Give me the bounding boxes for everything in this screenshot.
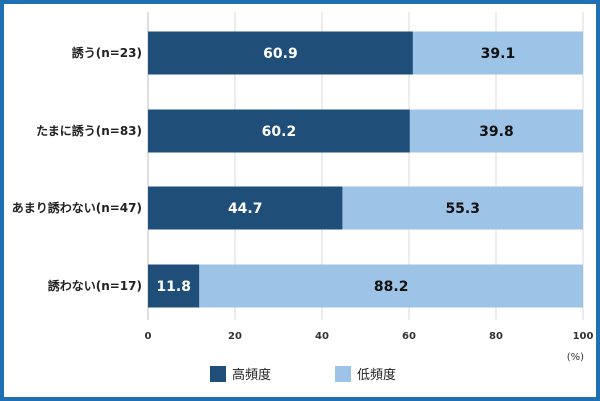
legend-swatch (210, 366, 226, 382)
legend-label: 高頻度 (232, 367, 271, 383)
bar-value-label: 60.2 (262, 124, 297, 140)
legend-label: 低頻度 (357, 367, 396, 383)
x-tick-label: 80 (489, 331, 503, 342)
bar-segment (342, 186, 583, 230)
x-tick-label: 40 (315, 331, 329, 342)
category-label: あまり誘わない(n=47) (12, 200, 142, 215)
legend-swatch (335, 366, 351, 382)
bar-segment (148, 186, 343, 230)
x-tick-label: 20 (228, 331, 242, 342)
x-tick-label: 0 (145, 331, 152, 342)
category-label: たまに誘う(n=83) (36, 123, 142, 138)
x-tick-label: 100 (573, 331, 594, 342)
category-label: 誘わない(n=17) (48, 278, 142, 293)
bar-value-label: 55.3 (445, 201, 480, 217)
bar-value-label: 44.7 (228, 201, 263, 217)
bar-value-label: 39.1 (481, 46, 516, 62)
bar-segment (148, 109, 410, 153)
unit-label: (%) (567, 352, 584, 363)
bar-value-label: 88.2 (374, 279, 409, 295)
bar-segment (412, 31, 583, 75)
bar-segment (148, 31, 413, 75)
bar-value-label: 39.8 (479, 124, 514, 140)
bar-value-label: 60.9 (263, 46, 298, 62)
bar-segment (409, 109, 583, 153)
bar-value-label: 11.8 (156, 279, 191, 295)
bar-segment (199, 264, 583, 308)
bar-segment (148, 264, 200, 308)
category-label: 誘う(n=23) (72, 45, 142, 60)
x-tick-label: 60 (402, 331, 416, 342)
